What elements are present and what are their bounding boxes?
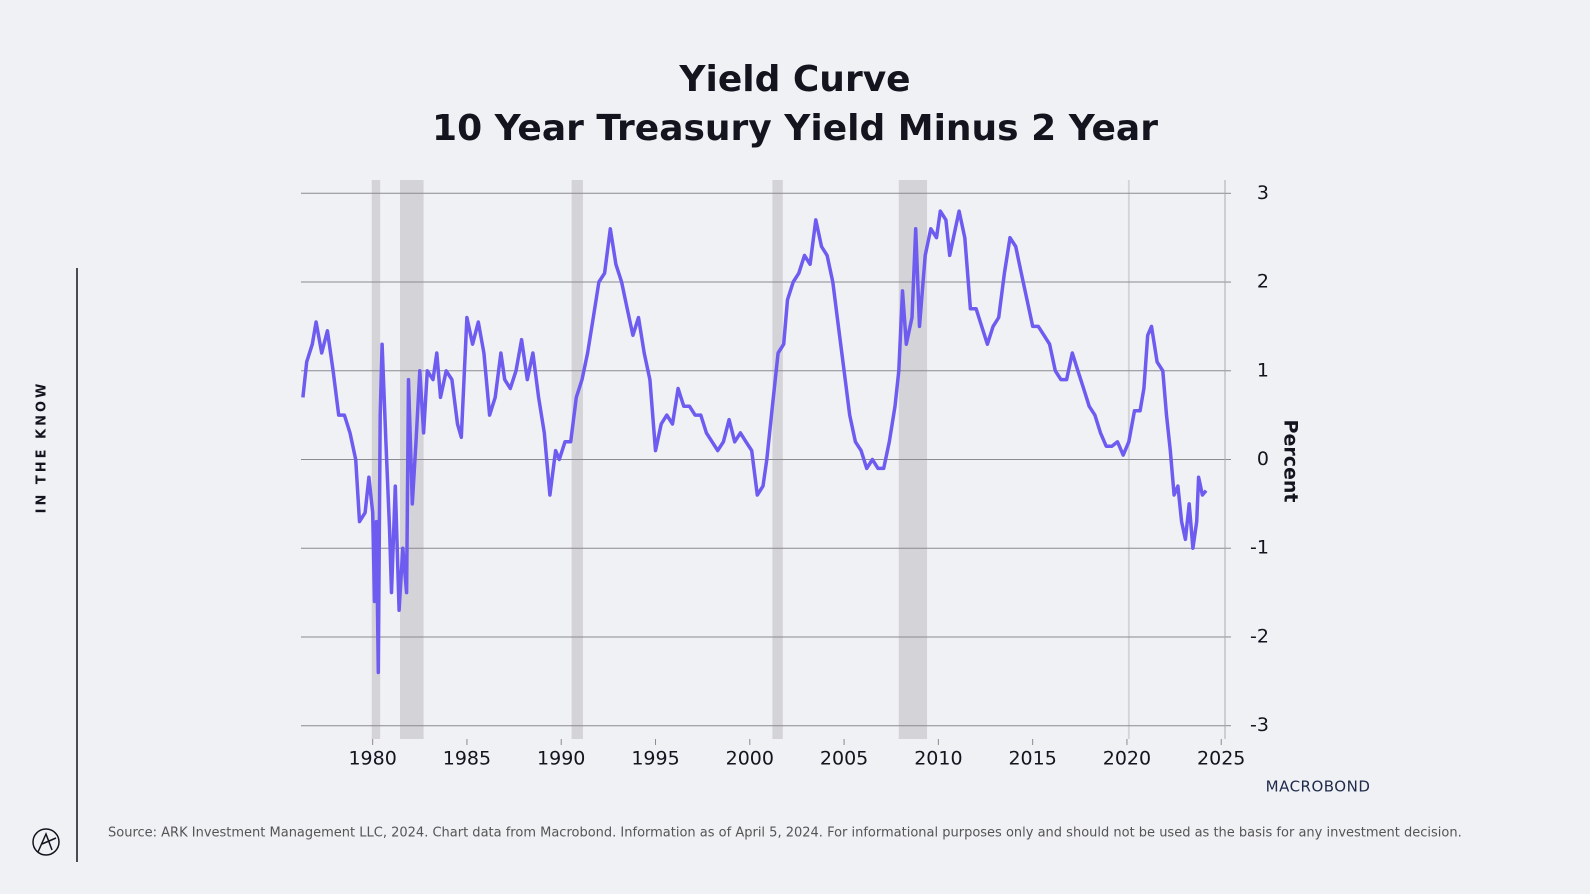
y-axis-label: Percent <box>1280 420 1302 503</box>
side-label: IN THE KNOW <box>35 381 50 514</box>
y-tick-label: 1 <box>1257 359 1269 381</box>
yield-spread-line <box>301 209 1208 675</box>
y-tick-label: 0 <box>1257 448 1269 470</box>
x-tick-label: 1990 <box>537 748 585 770</box>
chart-subtitle: 10 Year Treasury Yield Minus 2 Year <box>432 108 1158 149</box>
x-tick-label: 2025 <box>1197 748 1245 770</box>
x-tick-label: 2000 <box>726 748 774 770</box>
chart-title: Yield Curve <box>678 59 910 100</box>
x-tick-label: 2010 <box>914 748 962 770</box>
x-tick-label: 2015 <box>1008 748 1056 770</box>
x-tick-label: 1985 <box>443 748 491 770</box>
y-tick-label: -2 <box>1250 625 1269 647</box>
x-tick-label: 2005 <box>820 748 868 770</box>
source-note: Source: ARK Investment Management LLC, 2… <box>108 826 1462 841</box>
y-tick-label: -1 <box>1250 537 1269 559</box>
x-tick-label: 1995 <box>631 748 679 770</box>
y-tick-label: -3 <box>1250 714 1269 736</box>
y-tick-label: 3 <box>1257 182 1269 204</box>
x-tick-label: 1980 <box>348 748 396 770</box>
x-tick-label: 2020 <box>1103 748 1151 770</box>
brand: MACROBOND <box>1266 778 1371 796</box>
logo <box>32 828 60 856</box>
y-tick-label: 2 <box>1257 271 1269 293</box>
